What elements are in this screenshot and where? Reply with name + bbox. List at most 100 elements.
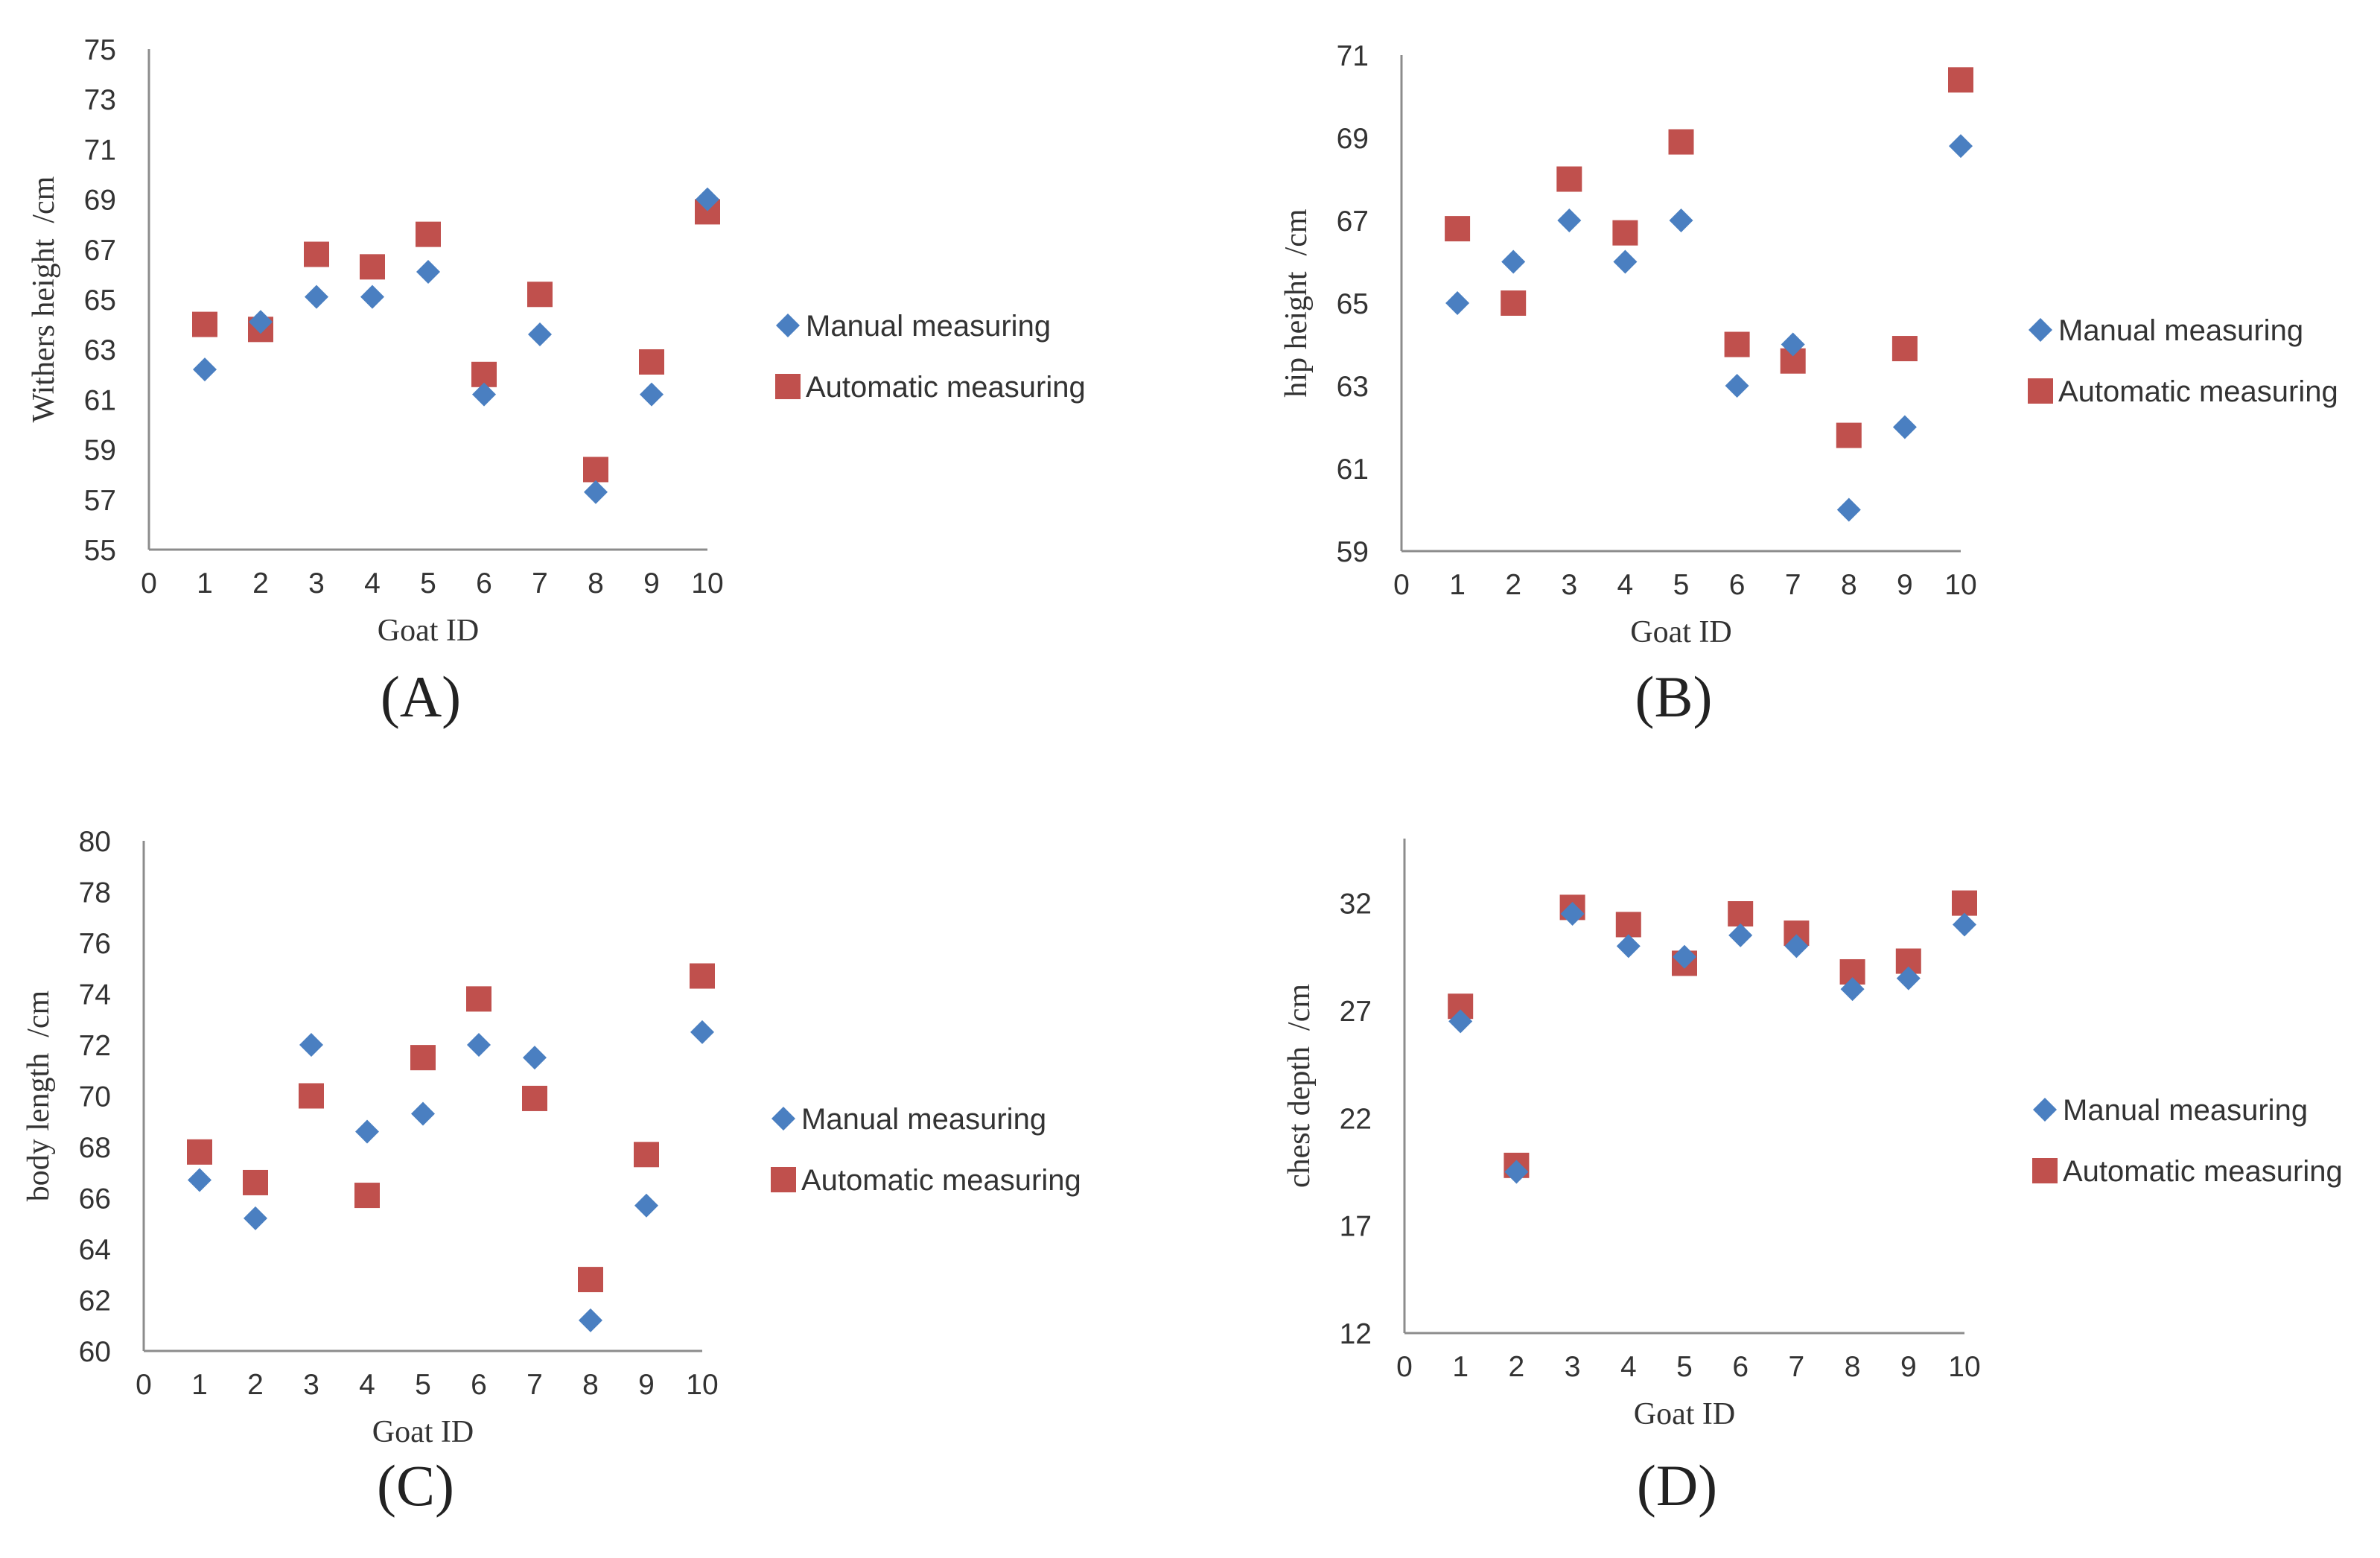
x-tick-label: 0 <box>1396 1351 1413 1383</box>
legend-label: Automatic measuring <box>801 1164 1081 1197</box>
automatic-point <box>583 457 608 483</box>
manual-point <box>249 310 273 334</box>
x-tick-label: 10 <box>1944 569 1976 601</box>
legend-marker-manual <box>771 1107 795 1131</box>
x-tick-label: 2 <box>1505 569 1521 601</box>
y-tick-label: 75 <box>84 34 116 66</box>
automatic-point <box>299 1083 324 1109</box>
x-tick-label: 9 <box>643 567 660 600</box>
y-tick-label: 74 <box>79 979 111 1011</box>
x-tick-label: 7 <box>1785 569 1801 601</box>
y-tick-label: 60 <box>79 1336 111 1368</box>
x-tick-label: 5 <box>415 1369 431 1401</box>
x-tick-label: 6 <box>476 567 492 600</box>
manual-point <box>1784 934 1809 958</box>
manual-point <box>640 382 664 407</box>
y-tick-label: 65 <box>1337 288 1369 320</box>
x-tick-label: 7 <box>532 567 548 600</box>
x-tick-label: 2 <box>252 567 269 600</box>
y-tick-label: 73 <box>84 84 116 116</box>
manual-point <box>1840 977 1865 1002</box>
automatic-point <box>634 1142 659 1168</box>
automatic-point <box>1668 129 1694 155</box>
automatic-point <box>354 1183 380 1209</box>
x-tick-label: 10 <box>686 1369 718 1401</box>
x-tick-label: 1 <box>191 1369 208 1401</box>
y-axis-title: body length /cm <box>22 990 56 1201</box>
automatic-point <box>410 1045 436 1071</box>
manual-point <box>1781 332 1805 357</box>
y-tick-label: 68 <box>79 1132 111 1164</box>
x-tick-label: 4 <box>1620 1351 1637 1383</box>
panel-label: (B) <box>1635 664 1713 729</box>
manual-point <box>690 1020 714 1044</box>
x-tick-label: 8 <box>1845 1351 1861 1383</box>
automatic-point <box>1952 890 1977 916</box>
manual-point <box>634 1193 658 1218</box>
manual-point <box>584 480 608 504</box>
manual-point <box>244 1206 267 1230</box>
automatic-point <box>522 1085 547 1111</box>
x-tick-label: 5 <box>420 567 436 600</box>
y-tick-label: 22 <box>1340 1103 1372 1135</box>
x-tick-label: 5 <box>1676 1351 1693 1383</box>
y-tick-label: 12 <box>1340 1318 1372 1350</box>
y-tick-label: 80 <box>79 826 111 858</box>
automatic-point <box>1445 216 1471 242</box>
panel-label: (A) <box>381 664 461 729</box>
manual-point <box>1501 249 1526 274</box>
x-tick-label: 7 <box>526 1369 543 1401</box>
x-tick-label: 1 <box>1452 1351 1469 1383</box>
y-tick-label: 57 <box>84 485 116 517</box>
y-tick-label: 63 <box>1337 371 1369 403</box>
manual-point <box>416 260 440 284</box>
y-axis-title: Withers height /cm <box>27 176 61 422</box>
manual-point <box>1896 966 1921 991</box>
manual-point <box>696 187 719 212</box>
y-tick-label: 66 <box>79 1183 111 1215</box>
x-tick-label: 4 <box>359 1369 375 1401</box>
manual-point <box>528 322 552 347</box>
manual-point <box>1953 912 1976 937</box>
y-tick-label: 67 <box>1337 206 1369 238</box>
manual-point <box>472 382 496 407</box>
y-tick-label: 69 <box>84 185 116 217</box>
manual-point <box>579 1308 602 1332</box>
panel-label: (C) <box>377 1453 454 1518</box>
manual-point <box>1725 374 1749 398</box>
y-axis-title: chest depth /cm <box>1282 984 1317 1188</box>
legend-label: Manual measuring <box>801 1103 1046 1136</box>
manual-point <box>299 1033 323 1057</box>
manual-point <box>523 1046 547 1070</box>
manual-point <box>1836 497 1861 522</box>
y-tick-label: 76 <box>79 928 111 960</box>
y-tick-label: 59 <box>1337 536 1369 568</box>
legend-label: Automatic measuring <box>2058 375 2338 408</box>
manual-point <box>1892 415 1917 439</box>
x-tick-label: 10 <box>691 567 723 600</box>
automatic-point <box>416 221 441 247</box>
automatic-point <box>1728 901 1754 927</box>
manual-point <box>355 1119 379 1144</box>
x-tick-label: 3 <box>1565 1351 1581 1383</box>
y-tick-label: 78 <box>79 877 111 909</box>
automatic-point <box>1556 166 1582 192</box>
x-tick-label: 6 <box>471 1369 487 1401</box>
y-tick-label: 69 <box>1337 123 1369 155</box>
automatic-point <box>639 349 664 375</box>
y-tick-label: 71 <box>84 134 116 166</box>
y-tick-label: 70 <box>79 1081 111 1113</box>
y-tick-label: 59 <box>84 435 116 467</box>
automatic-point <box>187 1139 212 1165</box>
manual-point <box>188 1168 211 1192</box>
x-tick-label: 0 <box>1393 569 1410 601</box>
x-tick-label: 1 <box>197 567 213 600</box>
manual-point <box>1560 902 1585 926</box>
x-tick-label: 4 <box>364 567 381 600</box>
automatic-point <box>243 1169 268 1195</box>
legend-label: Manual measuring <box>2058 314 2303 347</box>
automatic-point <box>1836 422 1862 448</box>
